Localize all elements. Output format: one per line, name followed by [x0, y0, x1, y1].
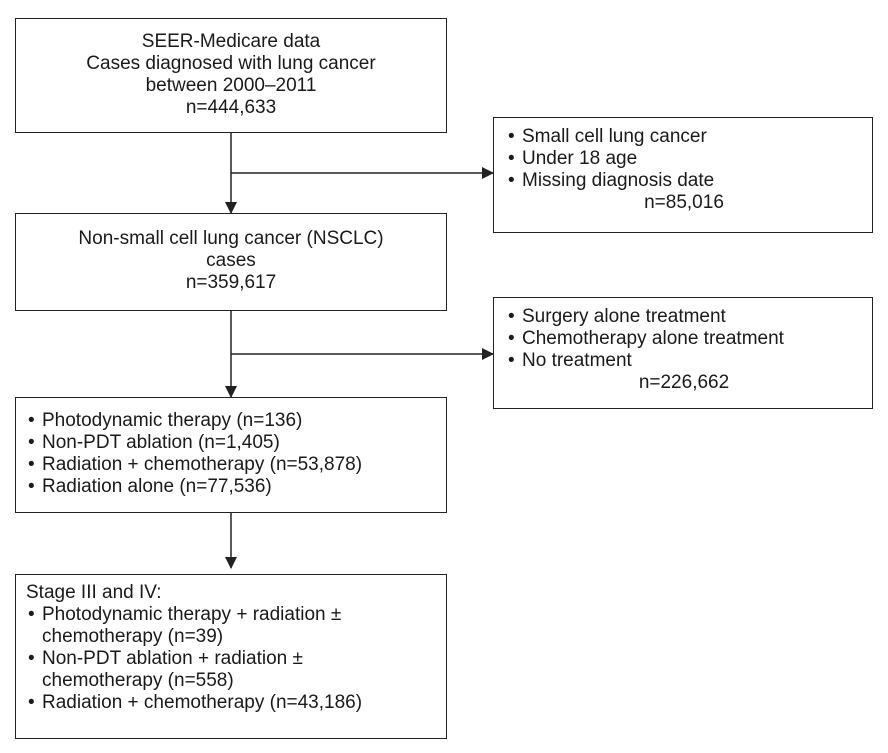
treatment-box: Photodynamic therapy (n=136) Non-PDT abl…: [15, 397, 447, 513]
treatment-list: Photodynamic therapy (n=136) Non-PDT abl…: [26, 410, 438, 498]
exclusion-2-item: No treatment: [506, 350, 862, 372]
exclusion-2-item: Chemotherapy alone treatment: [506, 328, 862, 350]
box2-line-2: cases: [206, 250, 256, 271]
stage-heading: Stage III and IV:: [26, 582, 162, 603]
stage-box: Stage III and IV: Photodynamic therapy +…: [15, 574, 447, 739]
stage-item-line: chemotherapy (n=39): [42, 626, 224, 647]
exclusion-2-list: Surgery alone treatment Chemotherapy alo…: [506, 306, 862, 372]
box2-line-1: Non-small cell lung cancer (NSCLC): [78, 228, 384, 249]
box1-line-1: SEER-Medicare data: [141, 31, 321, 52]
exclusion-1-item: Missing diagnosis date: [506, 170, 862, 192]
box1-count: n=444,633: [185, 97, 277, 118]
treatment-item: Non-PDT ablation (n=1,405): [26, 432, 438, 454]
exclusion-box-2: Surgery alone treatment Chemotherapy alo…: [493, 297, 873, 409]
stage-item-line: chemotherapy (n=558): [42, 670, 234, 691]
stage-item-line: Photodynamic therapy + radiation ±: [42, 604, 342, 625]
treatment-item: Photodynamic therapy (n=136): [26, 410, 438, 432]
box2-count: n=359,617: [185, 272, 277, 293]
exclusion-1-count: n=85,016: [644, 192, 724, 213]
exclusion-box-1: Small cell lung cancer Under 18 age Miss…: [493, 117, 873, 233]
box1-line-3: between 2000–2011: [145, 75, 317, 96]
treatment-item: Radiation alone (n=77,536): [26, 476, 438, 498]
stage-item-line: Non-PDT ablation + radiation ±: [42, 648, 303, 669]
treatment-item: Radiation + chemotherapy (n=53,878): [26, 454, 438, 476]
stage-item: Photodynamic therapy + radiation ± chemo…: [26, 604, 438, 648]
stage-item: Non-PDT ablation + radiation ± chemother…: [26, 648, 438, 692]
exclusion-1-item: Under 18 age: [506, 148, 862, 170]
stage-list: Photodynamic therapy + radiation ± chemo…: [26, 604, 438, 714]
exclusion-1-list: Small cell lung cancer Under 18 age Miss…: [506, 126, 862, 192]
exclusion-2-item: Surgery alone treatment: [506, 306, 862, 328]
stage-item-line: Radiation + chemotherapy (n=43,186): [42, 692, 363, 713]
exclusion-2-count: n=226,662: [638, 372, 730, 393]
stage-item: Radiation + chemotherapy (n=43,186): [26, 692, 438, 714]
exclusion-1-item: Small cell lung cancer: [506, 126, 862, 148]
nsclc-box: Non-small cell lung cancer (NSCLC) cases…: [15, 213, 447, 311]
box1-line-2: Cases diagnosed with lung cancer: [86, 53, 376, 74]
seer-medicare-box: SEER-Medicare data Cases diagnosed with …: [15, 18, 447, 133]
